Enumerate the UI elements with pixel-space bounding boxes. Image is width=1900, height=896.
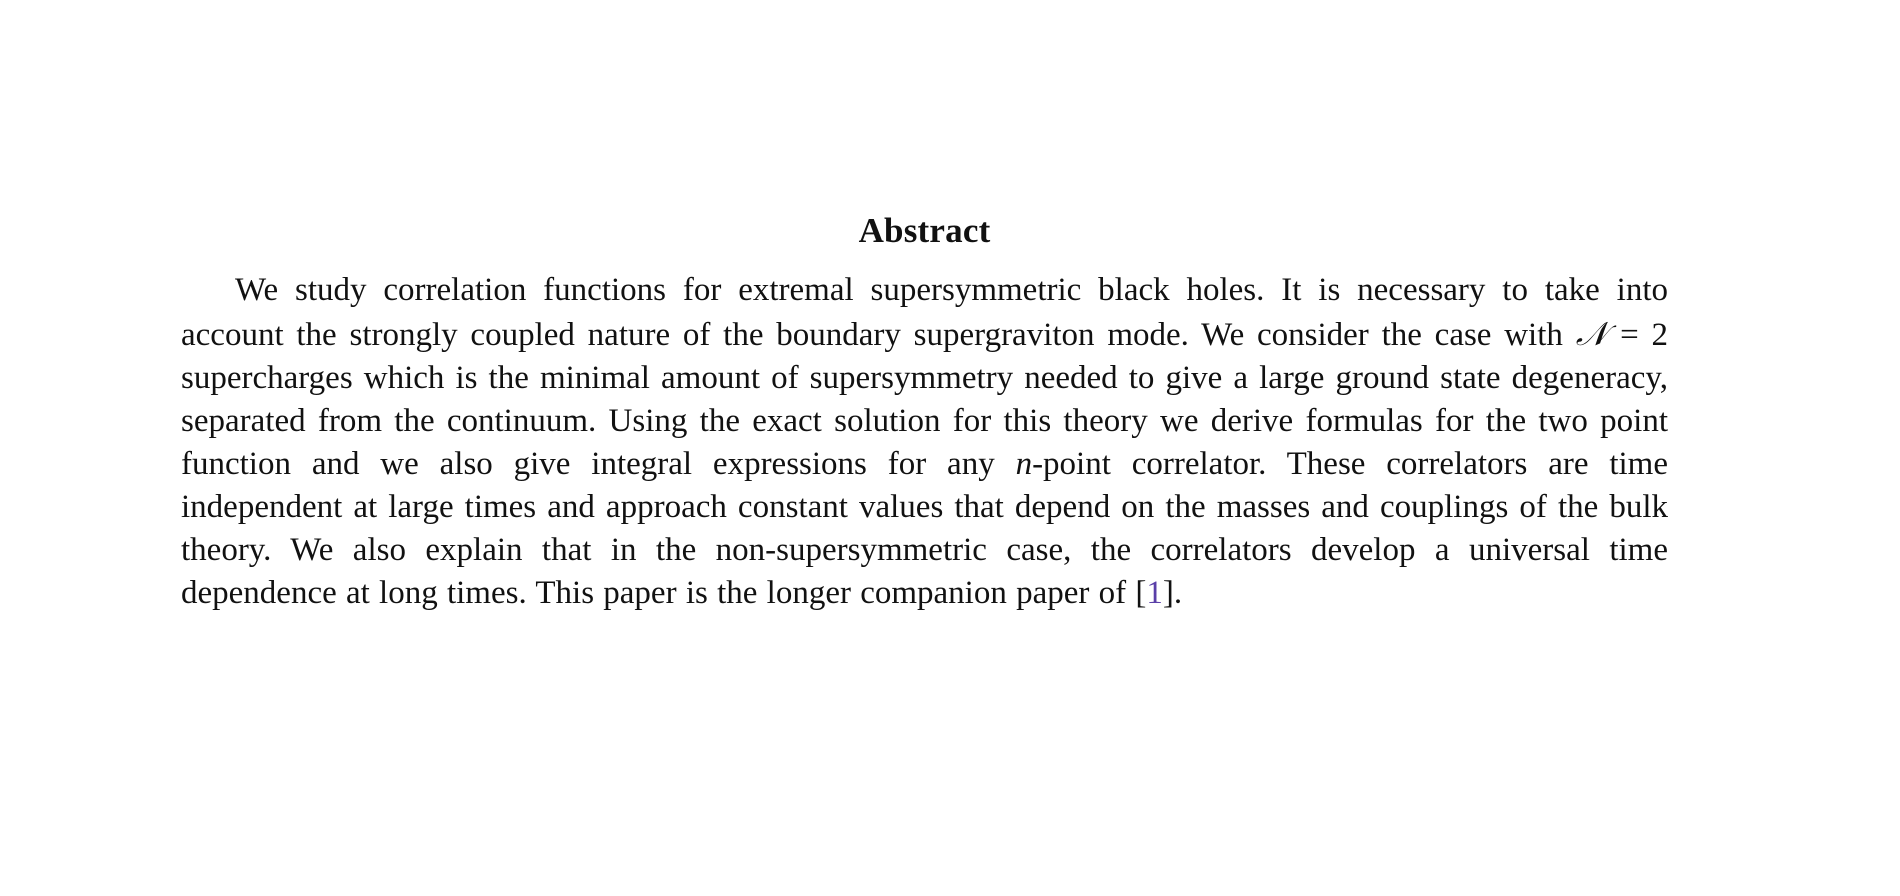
abstract-text-part-3: -point correlator. These correlators are… [181,446,1668,611]
citation-close-bracket: ]. [1162,575,1183,611]
math-symbol-n-italic: n [1015,446,1033,482]
citation-link[interactable]: 1 [1146,575,1163,611]
math-symbol-n-calligraphic: 𝒩 [1575,314,1608,353]
abstract-title: Abstract [858,211,991,250]
abstract-body: We study correlation functions for extre… [181,269,1668,615]
citation-open-bracket: [ [1135,575,1147,611]
abstract-section: Abstract We study correlation functions … [181,205,1668,615]
abstract-text-part-2: = 2 supercharges which is the minimal am… [181,317,1668,482]
abstract-text-part-1: We study correlation functions for extre… [181,272,1668,353]
